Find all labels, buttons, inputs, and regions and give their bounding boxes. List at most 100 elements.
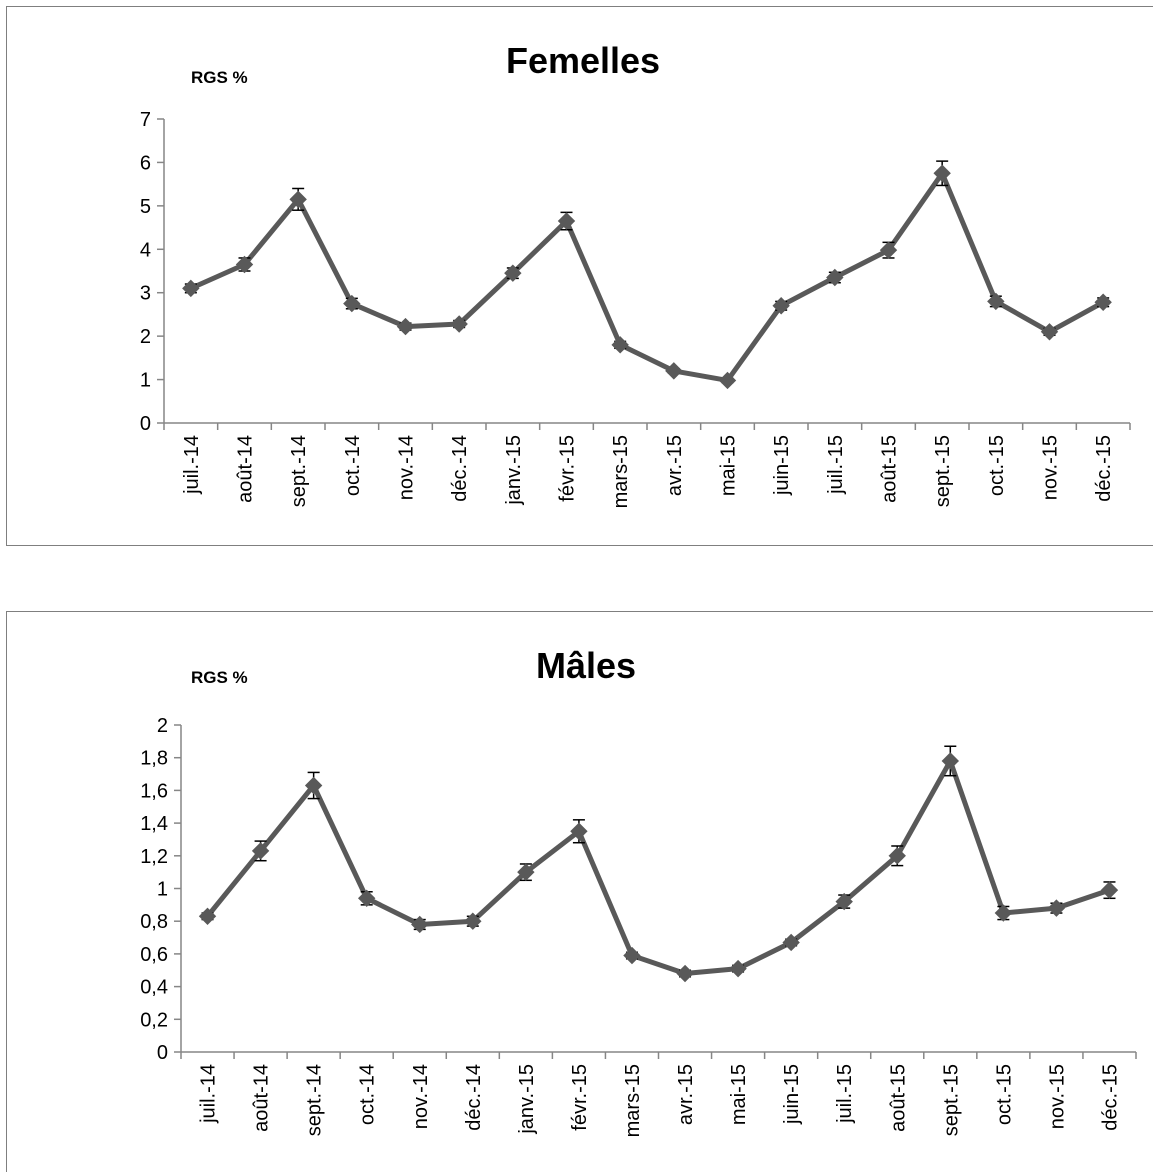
y-axis-label: RGS % <box>191 68 248 87</box>
males-chart: Mâles RGS % 0 0,2 0,4 0,6 0,8 1 1,2 1,4 1,6 1,8 2 jui… <box>140 645 1137 1137</box>
x-tick-label: oct.-15 <box>986 435 1008 496</box>
data-point-marker <box>450 315 468 333</box>
x-tick-label: déc.-14 <box>463 1064 485 1131</box>
data-point-marker <box>826 268 844 287</box>
x-tick-label: août-14 <box>251 1064 273 1132</box>
x-tick-label: nov.-15 <box>1040 435 1062 500</box>
y-tick-label: 6 <box>140 152 151 174</box>
y-tick-label: 3 <box>140 283 151 305</box>
data-point-marker <box>987 292 1005 311</box>
y-tick-label: 0,4 <box>140 977 168 999</box>
x-tick-label: juin-15 <box>781 1064 803 1125</box>
femelles-chart-panel: Femelles RGS % 0 1 2 3 4 5 6 7 juil.-14 août-14 sept… <box>6 6 1153 546</box>
x-tick-label: nov.-15 <box>1046 1064 1068 1129</box>
y-tick-label: 0,6 <box>140 944 168 966</box>
y-tick-label: 0,8 <box>140 911 168 933</box>
data-point-marker <box>396 317 415 336</box>
data-point-marker <box>251 842 270 860</box>
data-point-marker <box>357 889 376 908</box>
x-tick-label: oct.-14 <box>342 435 364 496</box>
x-tick-label: févr.-15 <box>569 1064 591 1131</box>
x-tick-label: janv.-15 <box>503 435 525 506</box>
x-tick-label: juil.-14 <box>181 435 203 495</box>
x-tick-label: mars-15 <box>610 435 632 508</box>
x-tick-label: déc.-14 <box>449 435 471 502</box>
x-tick-label: juil.-15 <box>834 1064 856 1124</box>
x-tick-label: oct.-15 <box>993 1064 1015 1125</box>
data-point-marker <box>665 362 683 380</box>
y-tick-label: 1 <box>157 879 168 901</box>
series-line <box>189 170 1105 383</box>
x-tick-label: août-15 <box>879 435 901 503</box>
data-point-marker <box>994 904 1013 922</box>
data-point-marker <box>879 241 898 259</box>
x-tick-label: déc.-15 <box>1093 435 1115 502</box>
data-point-marker <box>517 863 535 881</box>
x-tick-label: nov.-14 <box>396 435 418 500</box>
y-tick-label: 0 <box>157 1042 168 1064</box>
x-tick-label: janv.-15 <box>516 1064 538 1135</box>
femelles-chart: Femelles RGS % 0 1 2 3 4 5 6 7 juil.-14 août-14 sept… <box>140 40 1131 508</box>
data-point-marker <box>1047 899 1066 917</box>
x-tick-label: mai-15 <box>728 1064 750 1125</box>
data-point-marker <box>557 212 576 230</box>
x-tick-label: sept.-15 <box>940 1064 962 1136</box>
data-point-marker <box>611 336 629 354</box>
x-tick-label: août-15 <box>887 1064 909 1132</box>
data-point-marker <box>782 933 800 952</box>
x-tick-label: avr.-15 <box>664 435 686 496</box>
x-tick-label: sept.-15 <box>932 435 954 507</box>
data-point-marker <box>343 294 361 313</box>
x-tick-label: nov.-14 <box>410 1064 432 1129</box>
data-point-marker <box>729 959 747 978</box>
data-point-marker <box>235 255 254 274</box>
y-tick-label: 2 <box>140 326 151 348</box>
data-point-marker <box>182 279 200 298</box>
data-point-marker <box>570 822 588 840</box>
data-point-marker <box>888 847 906 865</box>
y-axis-label: RGS % <box>191 668 248 687</box>
y-tick-label: 5 <box>140 196 151 218</box>
y-tick-label: 1,2 <box>140 846 168 868</box>
x-tick-label: mars-15 <box>622 1064 644 1137</box>
data-point-marker <box>504 264 522 282</box>
x-tick-label: juil.-15 <box>825 435 847 495</box>
data-point-marker <box>198 907 217 926</box>
data-point-marker <box>304 776 323 795</box>
x-tick-label: avr.-15 <box>675 1064 697 1125</box>
x-tick-label: sept.-14 <box>288 435 310 507</box>
x-tick-label: mai-15 <box>718 435 740 496</box>
data-point-marker <box>835 892 853 911</box>
data-point-marker <box>676 964 694 983</box>
y-tick-label: 4 <box>140 239 151 261</box>
males-chart-panel: Mâles RGS % 0 0,2 0,4 0,6 0,8 1 1,2 1,4 1,6 1,8 2 jui… <box>6 611 1153 1172</box>
y-tick-label: 0 <box>140 413 151 435</box>
x-tick-label: sept.-14 <box>304 1064 326 1136</box>
x-tick-label: juil.-14 <box>198 1064 220 1124</box>
data-point-marker <box>1040 323 1059 341</box>
chart-title: Femelles <box>506 40 660 81</box>
x-tick-label: août-14 <box>235 435 257 503</box>
data-point-marker <box>464 912 482 930</box>
x-tick-label: juin-15 <box>771 435 793 496</box>
x-tick-label: oct.-14 <box>357 1064 379 1125</box>
series-line <box>205 758 1111 976</box>
data-point-marker <box>933 164 951 182</box>
data-point-marker <box>289 190 307 209</box>
y-tick-label: 1,4 <box>140 813 168 835</box>
x-tick-label: févr.-15 <box>557 435 579 502</box>
y-tick-label: 1,8 <box>140 748 168 770</box>
data-point-marker <box>772 297 790 315</box>
data-point-marker <box>941 752 960 770</box>
data-point-marker <box>411 915 429 934</box>
data-point-marker <box>623 946 641 965</box>
y-tick-label: 1,6 <box>140 780 168 802</box>
y-tick-label: 7 <box>140 109 151 131</box>
y-tick-label: 1 <box>140 370 151 392</box>
y-tick-label: 2 <box>157 715 168 737</box>
data-point-marker <box>1100 881 1119 899</box>
data-point-marker <box>718 371 737 390</box>
x-tick-label: déc.-15 <box>1099 1064 1121 1131</box>
y-tick-label: 0,2 <box>140 1009 168 1031</box>
chart-title: Mâles <box>536 645 636 686</box>
